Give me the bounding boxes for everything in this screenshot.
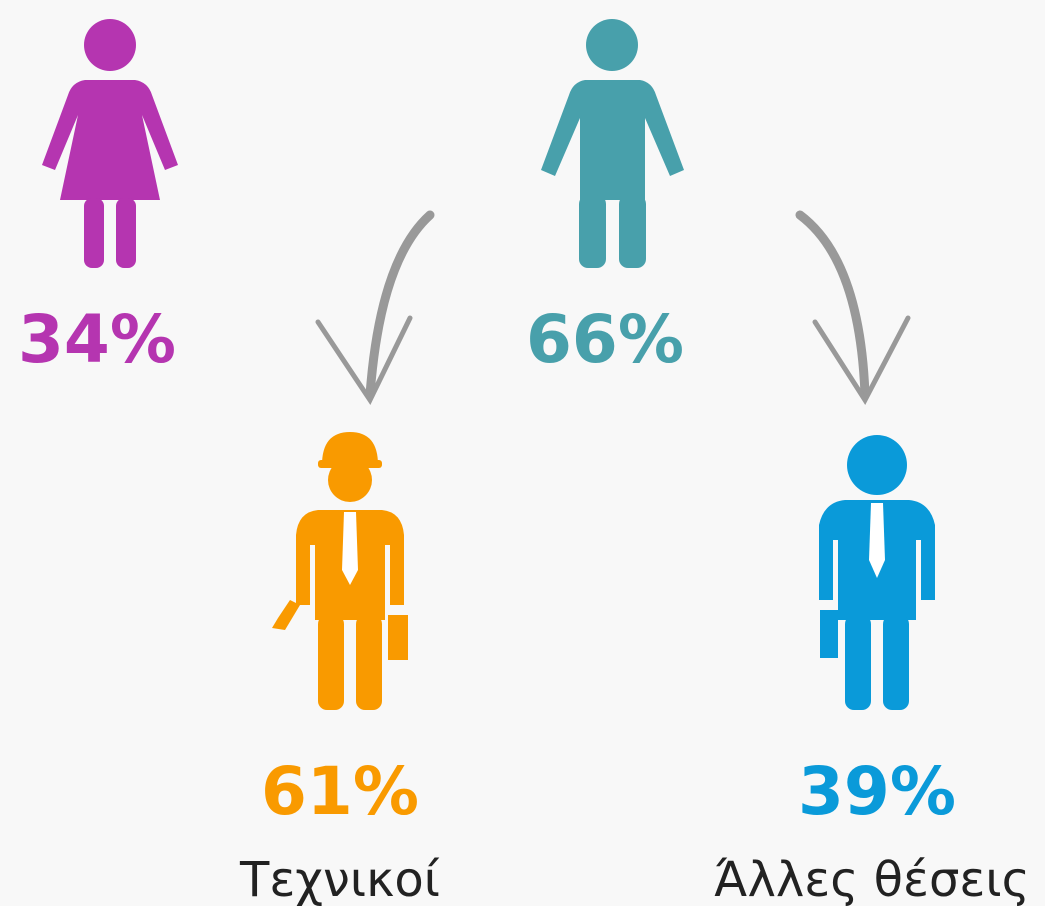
man-icon (541, 19, 684, 268)
percent: 39% (798, 753, 956, 830)
arrow (315, 210, 435, 406)
arrow (795, 210, 911, 405)
percent: 66% (526, 301, 684, 378)
percent: 61% (261, 753, 419, 830)
label: Άλλες θέσεις (714, 852, 1030, 906)
tie (869, 503, 885, 578)
woman-icon (42, 19, 178, 268)
percent: 34% (18, 301, 176, 378)
businessman-icon (819, 435, 935, 710)
label: Τεχνικοί (239, 852, 440, 906)
tie (342, 512, 358, 585)
